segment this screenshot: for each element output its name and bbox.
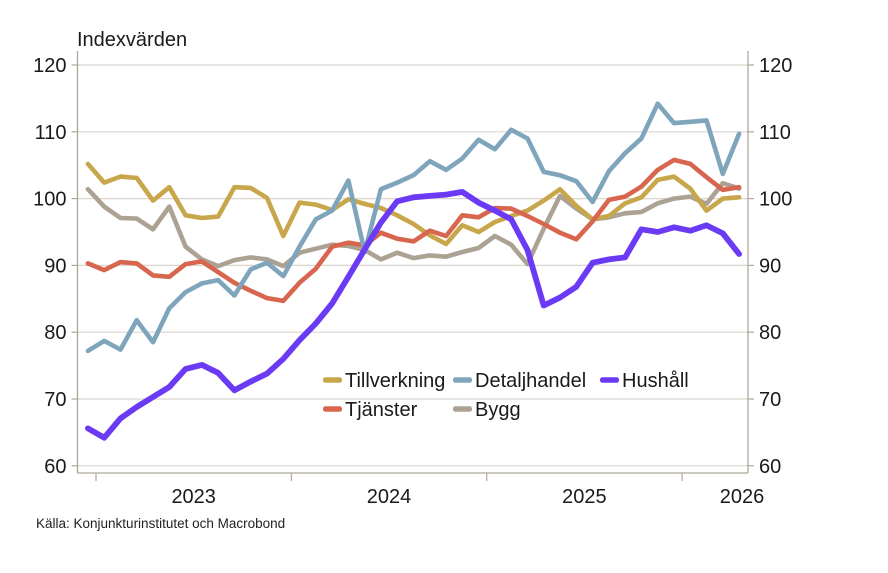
y-axis-label: 110 (759, 122, 791, 144)
legend-label: Tillverkning (345, 370, 445, 392)
legend-item: Tillverkning (323, 370, 445, 392)
legend-label: Tjänster (345, 399, 418, 421)
x-axis-year-label: 2023 (171, 486, 216, 508)
y-axis-label: 100 (33, 189, 66, 211)
series-line-tillverkning (85, 161, 742, 247)
legend-item: Detaljhandel (453, 370, 586, 392)
legend-label: Bygg (475, 399, 521, 421)
y-axis-labels-right: 120 110 100 90 80 70 60 (759, 55, 792, 478)
legend-item: Hushåll (600, 370, 689, 392)
series-line-detaljhandel (85, 101, 742, 354)
y-axis-labels-left: 120 110 100 90 80 70 60 (33, 55, 66, 478)
axes (71, 51, 754, 481)
legend-swatch (453, 377, 472, 383)
series-line-tjänster (85, 157, 742, 304)
source-note: Källa: Konjunkturinstitutet och Macrobon… (36, 516, 285, 531)
legend-label: Hushåll (622, 370, 689, 392)
series-line-bygg (85, 180, 742, 269)
y-axis-label: 120 (759, 55, 792, 77)
legend: Tillverkning Detaljhandel Hushåll Tjänster B… (323, 370, 689, 421)
y-axis-label: 120 (33, 55, 66, 77)
x-axis-labels: 2023 2024 2025 2026 (171, 486, 764, 508)
y-axis-label: 60 (44, 456, 66, 478)
legend-item: Tjänster (323, 399, 418, 421)
y-axis-label: 80 (759, 322, 781, 344)
y-axis-label: 70 (759, 389, 781, 411)
legend-swatch (323, 406, 342, 412)
y-axis-label: 90 (759, 255, 781, 277)
legend-swatch (600, 377, 619, 383)
y-axis-label: 110 (35, 122, 67, 144)
y-axis-label: 100 (759, 189, 792, 211)
x-axis-year-label: 2024 (367, 486, 412, 508)
x-axis-year-label: 2025 (562, 486, 607, 508)
legend-swatch (323, 377, 342, 383)
series-lines (85, 101, 742, 441)
y-axis-label: 90 (44, 255, 66, 277)
y-axis-label: 80 (44, 322, 66, 344)
legend-item: Bygg (453, 399, 521, 421)
y-axis-label: 70 (44, 389, 66, 411)
chart-title: Indexvärden (77, 29, 187, 51)
legend-label: Detaljhandel (475, 370, 586, 392)
y-axis-label: 60 (759, 456, 781, 478)
series-line-hushåll (85, 188, 742, 441)
legend-swatch (453, 406, 472, 412)
x-axis-year-label: 2026 (720, 486, 765, 508)
